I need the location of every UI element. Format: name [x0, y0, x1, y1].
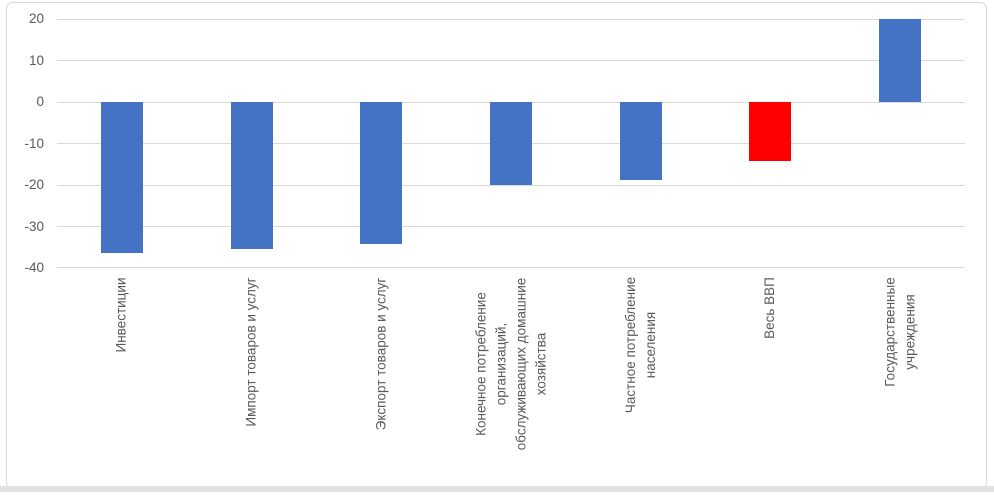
x-axis-category-label: Инвестиции [113, 277, 129, 352]
gridline [57, 267, 965, 268]
y-axis-tick-label: -20 [24, 177, 44, 192]
y-axis-tick-label: -30 [24, 218, 44, 234]
x-axis-category-label: Частное потребление населения [622, 276, 658, 414]
y-axis-tick-label: 10 [28, 52, 44, 68]
bar-3 [360, 102, 403, 244]
bar-1 [100, 102, 143, 254]
chart-frame: 20 10 0 -10 -20 -30 -40 Инвестиции Импорт товар… [6, 2, 987, 489]
worksheet-row-edge [0, 486, 994, 492]
plot-area [57, 19, 965, 268]
bar-7 [879, 19, 922, 102]
bar-6 [749, 102, 792, 161]
gridline [57, 184, 965, 186]
x-axis-category-label: Конечное потребление организаций, обслуж… [472, 277, 548, 450]
y-axis-tick-label: -40 [24, 260, 44, 275]
bar-5 [619, 102, 662, 181]
x-axis-category-label: Импорт товаров и услуг [243, 276, 259, 427]
gridline [57, 19, 965, 20]
y-axis-tick-label: -10 [24, 135, 44, 151]
y-axis-tick-label: 0 [36, 94, 44, 109]
gridline [57, 60, 965, 61]
x-axis-category-label: Экспорт товаров и услуг [373, 277, 389, 430]
bar-4 [490, 102, 532, 185]
x-axis-category-label: Государственные учреждения [882, 276, 918, 387]
bar-2 [230, 102, 273, 249]
gridline [57, 226, 965, 227]
y-axis-tick-label: 20 [28, 11, 44, 26]
x-axis-category-label: Весь ВВП [762, 277, 778, 339]
